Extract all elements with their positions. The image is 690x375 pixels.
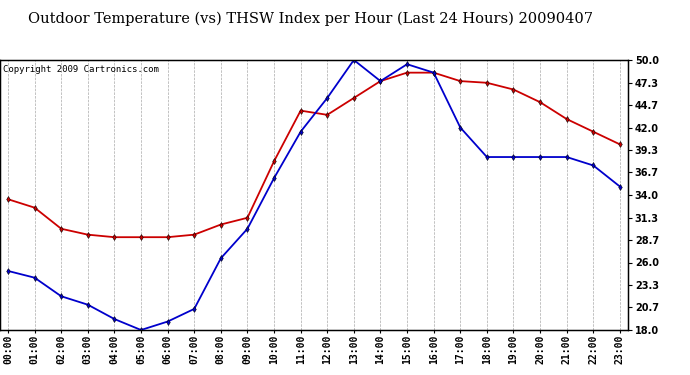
Text: Copyright 2009 Cartronics.com: Copyright 2009 Cartronics.com	[3, 65, 159, 74]
Text: Outdoor Temperature (vs) THSW Index per Hour (Last 24 Hours) 20090407: Outdoor Temperature (vs) THSW Index per …	[28, 11, 593, 26]
